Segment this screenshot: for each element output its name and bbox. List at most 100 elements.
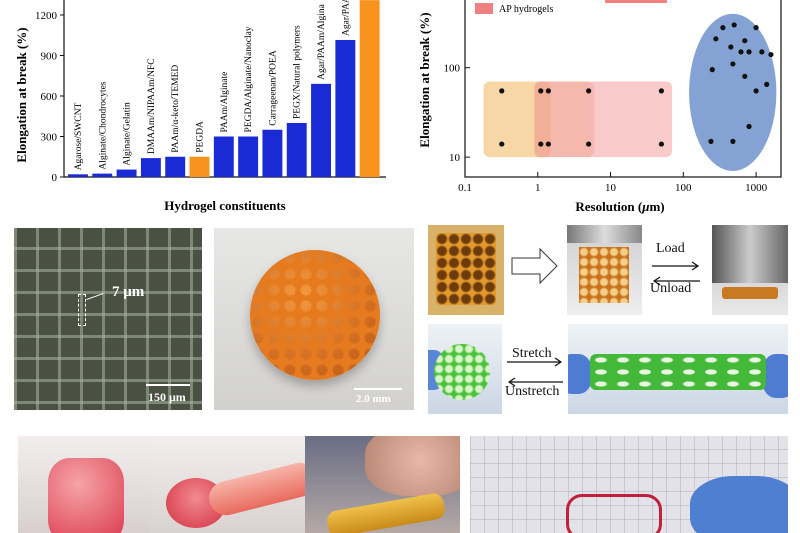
legend-swatch: [475, 3, 493, 14]
bar: [335, 39, 356, 177]
green-lattice: [434, 344, 490, 400]
scatter-point: [709, 67, 715, 73]
bar-category-label: DMAAm/NIPAAm/NFC: [147, 58, 157, 154]
scatter-point: [764, 81, 770, 87]
scatter-chart: Elongation at break (%) 0.1 1 10 100 1000 10 1…: [417, 0, 782, 214]
x-tick-label: 100: [675, 182, 692, 194]
scatter-point: [753, 25, 759, 31]
scatter-chart-ylabel: Elongation at break (%): [417, 12, 432, 147]
scale-bar: [354, 388, 402, 390]
plot-frame: [464, 0, 782, 178]
scatter-point: [658, 88, 665, 94]
compressed-cube-image: [712, 225, 788, 315]
scatter-point: [746, 49, 752, 55]
scatter-point: [731, 22, 737, 28]
y-tick-label: 600: [41, 91, 58, 103]
lattice-cube-top: [436, 233, 496, 305]
finger: [365, 436, 460, 496]
legend-label: AP hydrogels: [499, 4, 553, 15]
scatter-point: [658, 141, 665, 147]
lattice-cube-side: [579, 247, 629, 303]
grid-paper-image: [470, 436, 788, 533]
scatter-point: [499, 141, 505, 147]
y-tick-label: 300: [41, 132, 58, 144]
scatter-point: [728, 44, 734, 50]
bar: [359, 0, 380, 178]
bar: [92, 173, 113, 177]
bar-category-label: PEGX/Natural polymers: [293, 25, 303, 119]
load-label: Load: [656, 241, 685, 256]
legend-swatch-extra: [605, 0, 667, 3]
scatter-point: [586, 88, 592, 94]
glove-left: [568, 354, 592, 394]
bar: [116, 169, 137, 177]
yellow-tube-image: [305, 436, 460, 533]
stretched-lattice: [590, 354, 766, 390]
bar: [238, 136, 259, 177]
scatter-points: [499, 22, 774, 147]
bar-category-label: Alginate/Gelatin: [123, 102, 133, 166]
y-tick-label: 1200: [35, 10, 58, 22]
unload-arrow-icon: [652, 276, 700, 286]
region-ellipse: [689, 13, 777, 172]
bar: [286, 123, 307, 177]
bar-category-label: PAAm/Alginate: [220, 72, 230, 133]
red-pattern: [566, 494, 662, 533]
measure-arrow: [86, 292, 104, 301]
scale-150um: 150 μm: [148, 390, 186, 404]
bar-category-label: PEGDA/Alginate/Nanoclay: [244, 26, 254, 132]
glove: [690, 476, 788, 533]
bar: [140, 158, 161, 177]
scatter-point: [586, 141, 592, 147]
scatter-point: [538, 88, 544, 94]
scatter-point: [720, 25, 726, 31]
bar: [189, 156, 210, 177]
scatter-point: [545, 141, 552, 147]
region-rect: [588, 81, 673, 158]
bar: [165, 156, 186, 177]
right-arrow-icon: [511, 247, 558, 285]
unstretch-label: Unstretch: [505, 384, 560, 399]
scatter-point: [753, 88, 759, 94]
scatter-chart-xlabel: Resolution (μm): [575, 199, 664, 214]
bar: [213, 136, 234, 177]
red-disc-image: [18, 436, 150, 533]
scatter-point: [768, 51, 774, 58]
scatter-point: [730, 138, 736, 144]
scale-7um: 7 μm: [112, 284, 145, 300]
bar-chart-xlabel: Hydrogel constituents: [164, 198, 285, 213]
scale-bar: [146, 384, 190, 386]
red-tube: [205, 459, 305, 519]
measure-box: [78, 294, 86, 326]
bar: [311, 83, 332, 177]
scatter-point: [759, 49, 765, 55]
y-tick-label: 0: [52, 172, 58, 184]
bar-series: [68, 0, 380, 178]
bar: [262, 129, 283, 177]
bar-category-label: Agar/PAA: [341, 0, 351, 36]
microscope-grid-image: 7 μm 150 μm: [14, 228, 202, 410]
stretched-lattice-image: [568, 324, 788, 414]
region-rect: [534, 81, 595, 158]
lattice-cube-top-image: [428, 225, 504, 315]
bar-chart: Elongation at break (%) 0 300 600 900 1200 A…: [14, 0, 386, 213]
scatter-point: [713, 36, 719, 42]
scatter-point: [746, 123, 752, 130]
unload-label: Unload: [650, 281, 692, 296]
bar-category-label: Carrageenan/POEA: [268, 50, 278, 126]
x-tick-label: 10: [605, 182, 617, 194]
scatter-axes: 0.1 1 10 100 1000 10 100: [444, 0, 782, 194]
x-tick-label: 1: [535, 182, 541, 194]
bar-category-label: PAAm/α-keto/TEMED: [171, 65, 181, 153]
red-disc: [48, 458, 124, 533]
glove-right: [762, 354, 788, 398]
stretch-arrows-icon: [507, 357, 563, 387]
scatter-point: [499, 88, 505, 94]
scatter-regions: [483, 13, 777, 172]
bar-axes: 0 300 600 900 1200: [35, 0, 386, 184]
scatter-point: [730, 61, 736, 67]
y-tick-label: 900: [41, 51, 58, 63]
scale-2mm: 2.0 mm: [356, 393, 391, 405]
bar-category-label: Agarose/SWCNT: [74, 103, 84, 171]
scatter-point: [742, 38, 748, 44]
